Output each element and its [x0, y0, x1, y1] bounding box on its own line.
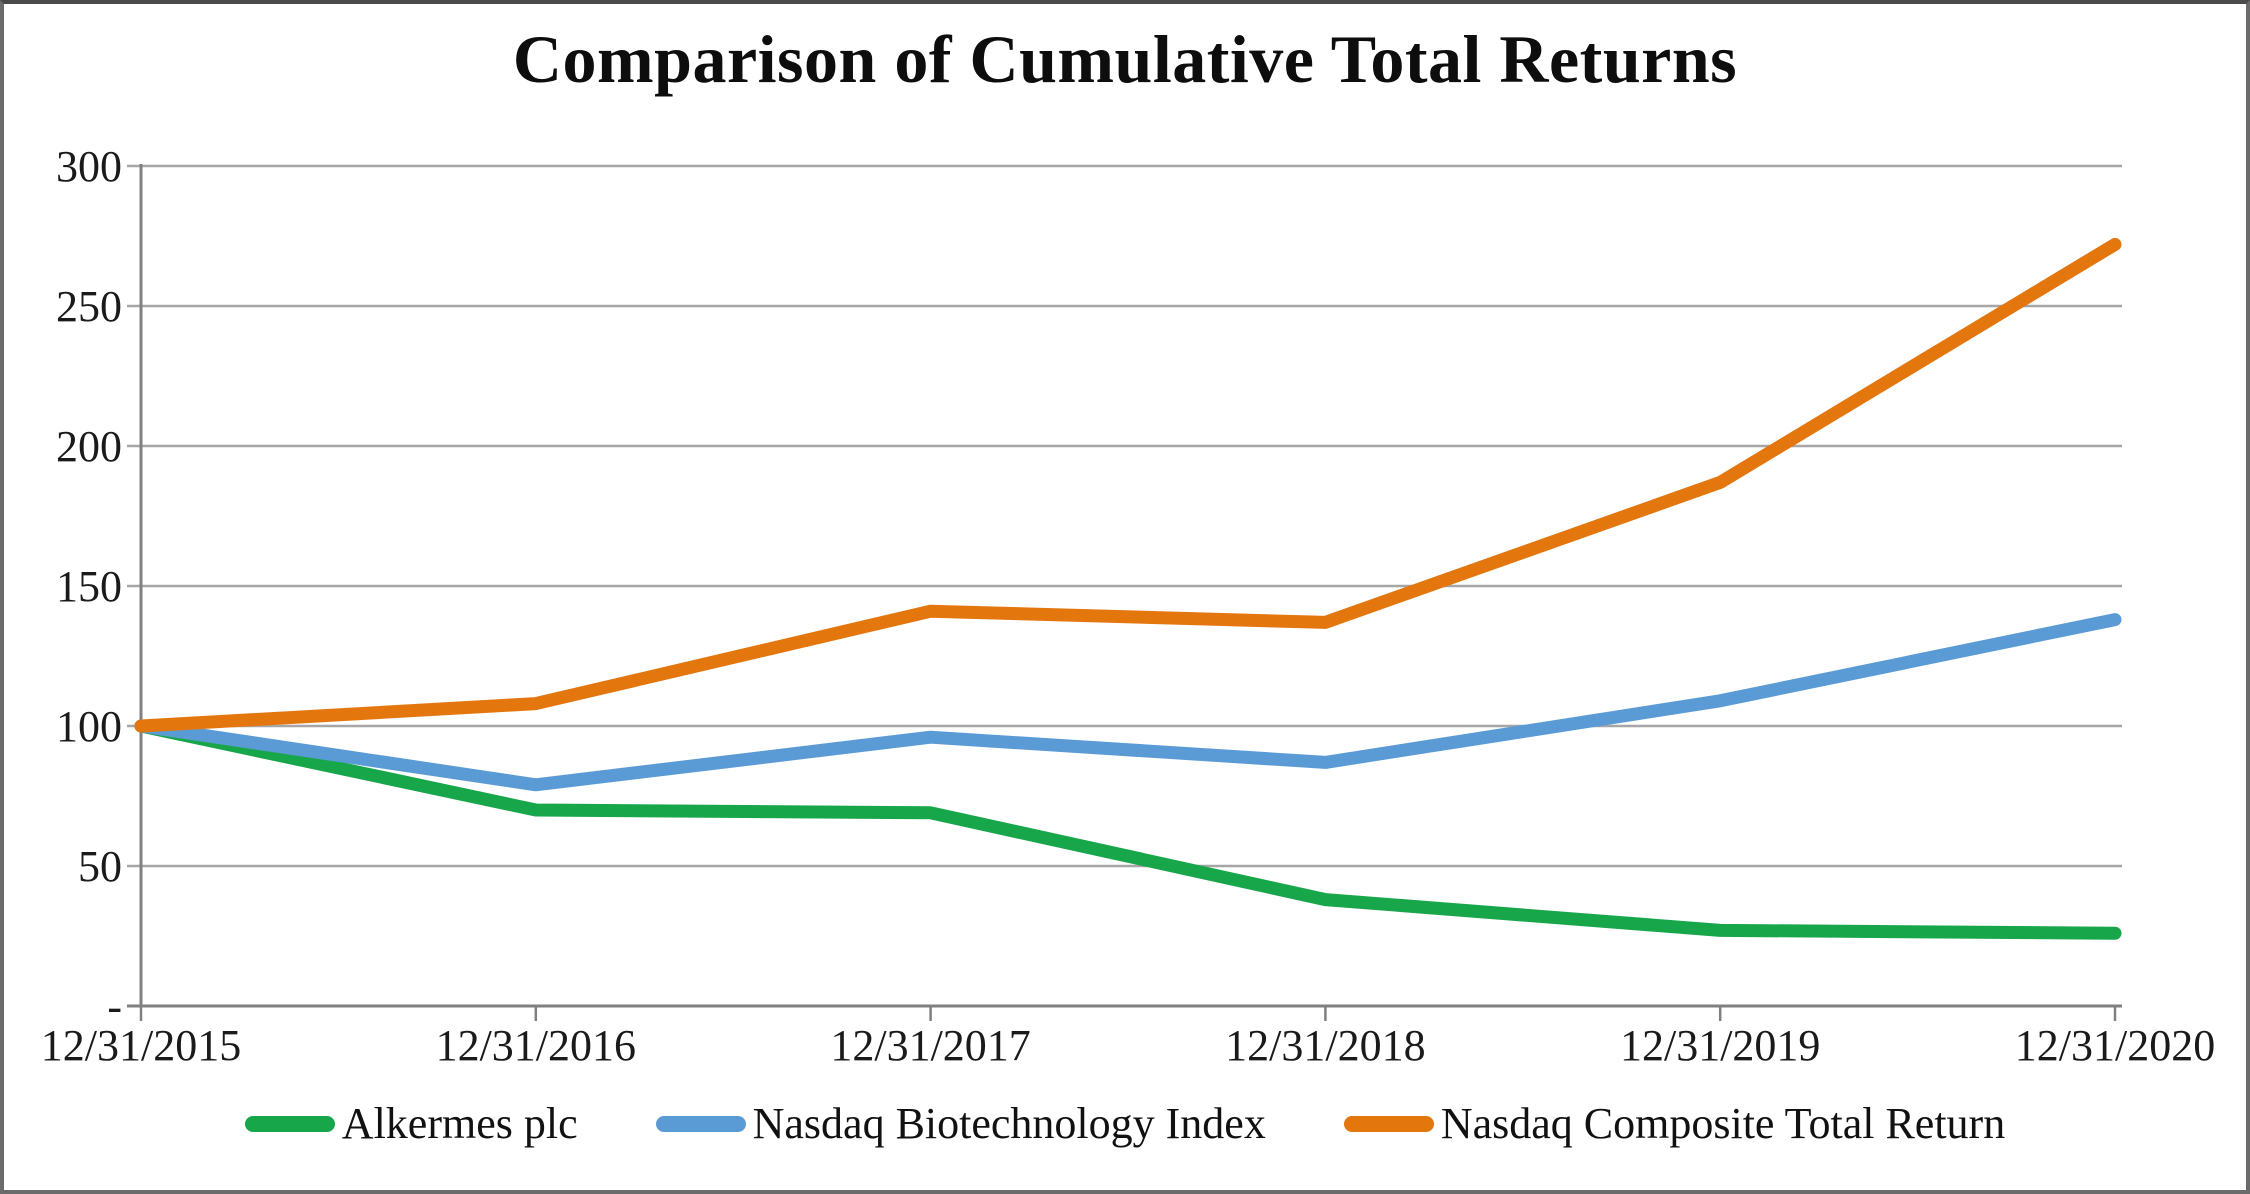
legend-swatch-blue	[655, 1115, 746, 1132]
y-axis-tick-label: 150	[56, 562, 122, 611]
legend-label: Alkermes plc	[341, 1099, 578, 1148]
x-axis-tick-label: 12/31/2017	[830, 1021, 1030, 1070]
gridlines-group	[127, 164, 2122, 868]
series-line	[134, 613, 2122, 792]
legend-item-alkermes: Alkermes plc	[244, 1098, 578, 1149]
axis-labels-group: 300 250 200 150 100 50 -12/31/2015 12/31/2016 12…	[41, 142, 2215, 1070]
x-axis-tick-label: 12/31/2018	[1225, 1021, 1425, 1070]
legend-item-nasdaq-composite: Nasdaq Composite Total Return	[1343, 1098, 2006, 1149]
y-axis-tick-label: -	[107, 982, 122, 1031]
y-axis-tick-label: 50	[78, 842, 122, 891]
x-axis-tick-label: 12/31/2016	[436, 1021, 636, 1070]
x-axis-tick-label: 12/31/2015	[41, 1021, 241, 1070]
legend-label: Nasdaq Composite Total Return	[1440, 1099, 2006, 1148]
series-line	[134, 719, 2122, 940]
x-axis-tick-label: 12/31/2019	[1620, 1021, 1820, 1070]
series-line	[134, 237, 2122, 733]
legend-label: Nasdaq Biotechnology Index	[752, 1099, 1266, 1148]
chart-plot-area: 300 250 200 150 100 50 -12/31/2015 12/31/2016 12…	[41, 142, 2215, 1070]
y-axis-tick-label: 250	[56, 282, 122, 331]
y-axis-tick-label: 200	[56, 422, 122, 471]
series-lines-group	[134, 237, 2122, 940]
x-axis-tick-label: 12/31/2020	[2015, 1021, 2215, 1070]
legend-swatch-green	[244, 1115, 335, 1132]
y-axis-tick-label: 100	[56, 702, 122, 751]
chart-legend: Alkermes plc Nasdaq Biotechnology Index …	[4, 1098, 2246, 1149]
axes-group	[127, 164, 2122, 1021]
y-axis-tick-label: 300	[56, 142, 122, 191]
legend-item-nasdaq-biotech: Nasdaq Biotechnology Index	[655, 1098, 1266, 1149]
chart-title: Comparison of Cumulative Total Returns	[512, 21, 1738, 97]
legend-swatch-orange	[1343, 1115, 1434, 1132]
